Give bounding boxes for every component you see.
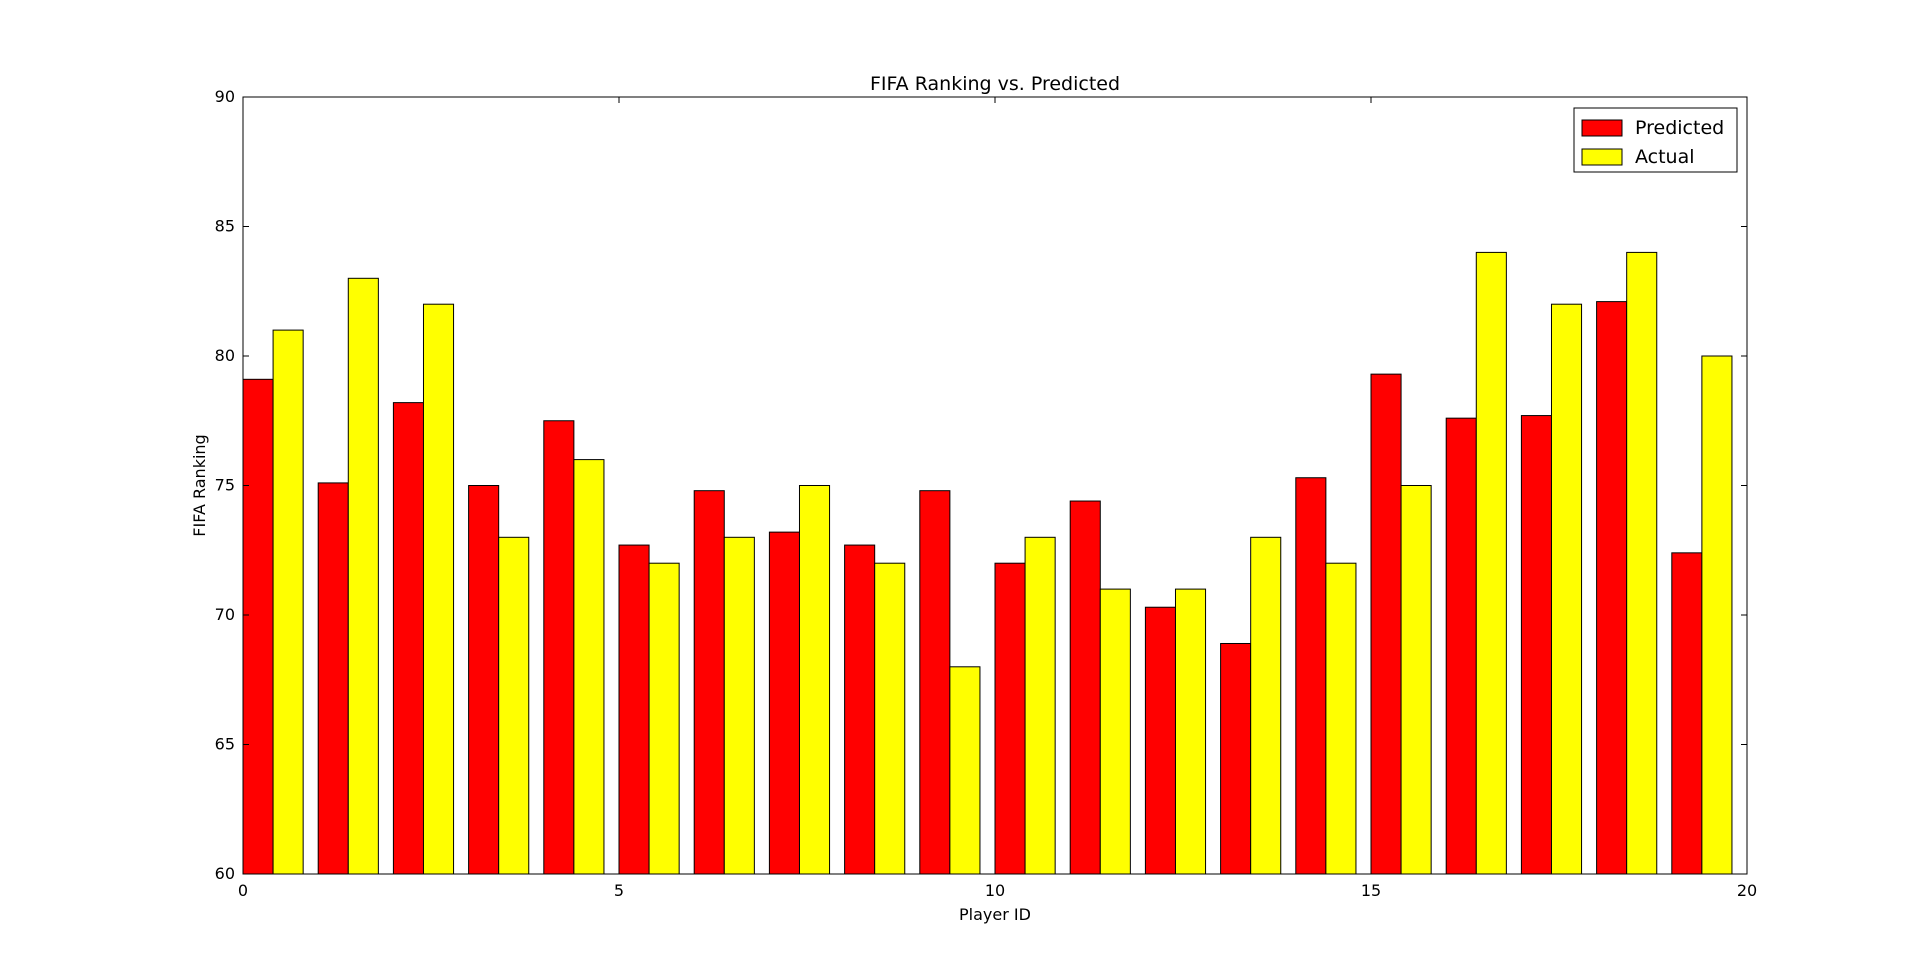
bar-actual-10 [1024, 536, 1056, 875]
legend-label-predicted: Predicted [1635, 117, 1724, 139]
bar-actual-14 [1325, 562, 1357, 875]
y-tick-label-65: 65 [215, 735, 235, 754]
bar-predicted-15 [1370, 373, 1402, 875]
bar-predicted-8 [844, 544, 876, 875]
bar-predicted-3 [468, 485, 500, 875]
bar-actual-0 [272, 329, 304, 875]
legend: Predicted Actual [1573, 107, 1738, 173]
y-tick-label-80: 80 [215, 346, 235, 365]
y-tick-label-90: 90 [215, 87, 235, 106]
bar-predicted-11 [1069, 500, 1101, 875]
bar-predicted-9 [919, 490, 951, 875]
x-tick-label-15: 15 [1361, 881, 1381, 900]
bar-actual-5 [648, 562, 680, 875]
bar-predicted-19 [1671, 552, 1703, 875]
bar-predicted-5 [618, 544, 650, 875]
bar-predicted-2 [392, 402, 424, 875]
bar-predicted-14 [1295, 477, 1327, 875]
chart-title: FIFA Ranking vs. Predicted [870, 73, 1120, 95]
ticks-layer: 0 5 10 15 20 60 65 70 75 80 85 90 [215, 87, 1758, 900]
legend-swatch-predicted [1581, 119, 1623, 137]
y-tick-label-70: 70 [215, 605, 235, 624]
bar-predicted-4 [543, 420, 575, 875]
bar-predicted-0 [242, 378, 274, 875]
bar-predicted-7 [768, 531, 800, 875]
bars-layer [242, 251, 1733, 875]
bar-predicted-13 [1220, 642, 1252, 875]
bar-actual-18 [1626, 251, 1658, 875]
bar-actual-8 [874, 562, 906, 875]
bar-actual-12 [1174, 588, 1207, 875]
bar-actual-16 [1475, 251, 1507, 875]
bar-predicted-1 [317, 482, 349, 875]
bar-actual-4 [573, 459, 605, 875]
bar-actual-3 [498, 536, 530, 875]
bar-predicted-10 [994, 562, 1026, 875]
bar-predicted-12 [1144, 606, 1176, 875]
bar-actual-17 [1550, 303, 1583, 875]
y-tick-label-85: 85 [215, 217, 235, 236]
legend-label-actual: Actual [1635, 146, 1695, 168]
legend-swatch-actual [1581, 148, 1623, 166]
bar-predicted-17 [1520, 415, 1552, 875]
x-tick-label-5: 5 [614, 881, 624, 900]
y-axis-label: FIFA Ranking [190, 434, 209, 536]
bar-actual-19 [1701, 355, 1733, 875]
bar-actual-2 [422, 303, 455, 875]
x-tick-label-20: 20 [1737, 881, 1757, 900]
bar-actual-6 [723, 536, 755, 875]
bar-actual-7 [798, 485, 831, 875]
bar-actual-15 [1400, 485, 1432, 875]
bar-actual-11 [1099, 588, 1131, 875]
x-tick-label-10: 10 [985, 881, 1005, 900]
bar-predicted-18 [1596, 301, 1628, 875]
bar-predicted-16 [1445, 417, 1477, 875]
y-tick-label-75: 75 [215, 476, 235, 495]
y-tick-label-60: 60 [215, 864, 235, 883]
x-tick-label-0: 0 [238, 881, 248, 900]
bar-actual-13 [1250, 536, 1282, 875]
bar-actual-1 [347, 277, 379, 875]
x-axis-label: Player ID [959, 905, 1031, 924]
bar-actual-9 [949, 666, 981, 875]
bar-predicted-6 [693, 490, 725, 875]
